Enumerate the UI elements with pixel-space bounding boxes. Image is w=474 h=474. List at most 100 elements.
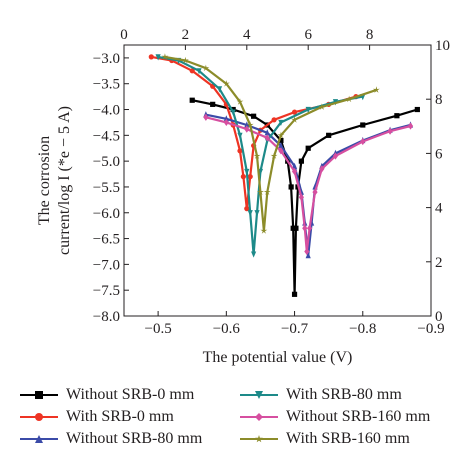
series-5-point <box>257 188 264 196</box>
x-tick-label: −0.6 <box>213 321 241 337</box>
series-0-point <box>210 101 216 107</box>
series-4-point <box>291 167 298 176</box>
legend-item-with-srb-80: With SRB-80 mm <box>240 385 402 405</box>
series-5-point <box>263 188 271 196</box>
series-2-point <box>244 121 250 128</box>
y-tick-label: −4.5 <box>93 128 120 144</box>
series-4-point <box>298 193 304 201</box>
series-2-point <box>223 115 229 122</box>
series-0-line <box>191 99 418 296</box>
series-5-point <box>202 64 210 72</box>
series-5-point <box>222 80 230 87</box>
x-tick-label: −0.5 <box>145 321 172 337</box>
series-5-line <box>164 55 377 232</box>
series-4-point <box>332 152 339 160</box>
series-0-point <box>288 184 294 190</box>
series-1-point <box>148 54 154 60</box>
series-4-point <box>407 122 414 130</box>
series-1-point <box>189 68 195 74</box>
series-3-point <box>251 251 257 258</box>
legend-swatch <box>20 407 58 427</box>
legend-item-without-srb-0: Without SRB-0 mm <box>20 385 194 405</box>
series-3-point <box>254 210 260 217</box>
series-5-point <box>277 131 285 139</box>
series-0-point <box>305 145 311 151</box>
y-axis-label-line1: The corrosion <box>36 136 53 225</box>
series-5-point <box>270 152 278 159</box>
axes-layer: −0.5 −0.6 −0.7 −0.8 −0.9 −3.0 −3.5 −4.0 −4.5 −5.0… <box>93 27 450 337</box>
y-tick-label: −6.0 <box>93 206 120 222</box>
series-0-point <box>251 113 257 119</box>
legend-item-without-srb-160: Without SRB-160 mm <box>240 407 430 427</box>
x-tick-label: −0.9 <box>417 321 444 337</box>
series-3-point <box>216 86 223 93</box>
series-4-point <box>223 118 229 127</box>
series-5-point <box>318 103 326 110</box>
series-5-point <box>291 116 298 123</box>
y-tick-label: −3.5 <box>93 77 120 93</box>
y-tick-label: −4.0 <box>93 103 120 119</box>
series-0-point <box>360 122 366 128</box>
series-3-point <box>196 68 202 75</box>
y-tick-label: −5.5 <box>93 180 120 196</box>
legend-swatch <box>240 429 278 449</box>
series-0-point <box>278 137 284 144</box>
y-tick-label: −6.5 <box>93 232 120 248</box>
series-4-point <box>312 188 318 196</box>
right-tick-label: 6 <box>435 146 443 162</box>
legend-item-without-srb-80: Without SRB-80 mm <box>20 429 202 449</box>
legend-label: Without SRB-80 mm <box>66 430 203 447</box>
x-tick-label: −0.8 <box>349 321 376 337</box>
series-3-line <box>157 55 364 256</box>
right-tick-label: 8 <box>435 92 443 108</box>
series-5-point <box>260 227 268 234</box>
series-3-point <box>305 106 311 114</box>
legend-swatch <box>240 385 278 405</box>
top-tick-label: 6 <box>304 27 312 43</box>
series-4-point <box>306 224 313 232</box>
series-0-point <box>394 113 400 119</box>
top-tick-label: 2 <box>182 27 190 43</box>
series-2-point <box>264 129 270 136</box>
series-4-point <box>203 113 209 121</box>
polarization-chart: −0.5 −0.6 −0.7 −0.8 −0.9 −3.0 −3.5 −4.0 −4.5 −5.0… <box>36 27 450 366</box>
x-tick-label: −0.7 <box>281 321 309 337</box>
series-3-point <box>237 132 243 139</box>
series-5-point <box>161 53 169 60</box>
y-tick-label: −5.0 <box>93 154 120 170</box>
series-0-point <box>189 97 195 103</box>
series-4-point <box>302 224 308 232</box>
series-4-point <box>304 247 310 256</box>
top-tick-label: 4 <box>243 27 251 43</box>
legend-item-with-srb-0: With SRB-0 mm <box>20 407 174 427</box>
legend-label: With SRB-160 mm <box>286 430 410 447</box>
series-0-point <box>326 132 332 138</box>
series-4-point <box>387 127 393 135</box>
series-3-point <box>155 54 161 61</box>
series-1-point <box>271 117 277 123</box>
series-layer <box>148 53 420 297</box>
y-axis-label-line2: current/log I (*e − 5 A) <box>56 106 73 255</box>
series-4-point <box>360 137 366 146</box>
series-1-point <box>291 109 298 115</box>
series-4-point <box>264 134 270 142</box>
series-1-point <box>247 174 253 180</box>
series-5-point <box>236 98 244 105</box>
right-tick-label: 2 <box>435 255 443 271</box>
right-tick-label: 4 <box>435 201 443 217</box>
series-4-line <box>205 116 411 253</box>
right-tick-label: 10 <box>435 38 450 54</box>
series-4-point <box>319 165 325 173</box>
series-1-point <box>244 206 250 212</box>
y-tick-label: −7.0 <box>93 257 120 273</box>
legend-swatch <box>20 385 58 405</box>
y-tick-label: −7.5 <box>93 283 120 299</box>
series-3-point <box>247 210 253 217</box>
legend-label: Without SRB-160 mm <box>286 408 431 425</box>
series-4-point <box>244 125 250 133</box>
legend-label: With SRB-0 mm <box>66 408 174 425</box>
series-3-point <box>244 168 250 176</box>
series-2-point <box>291 162 298 169</box>
series-4-point <box>278 147 284 155</box>
series-0-point <box>293 225 299 231</box>
